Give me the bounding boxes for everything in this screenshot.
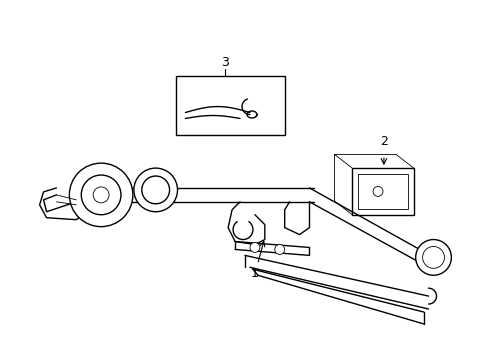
Circle shape xyxy=(249,243,259,252)
Circle shape xyxy=(415,239,450,275)
Circle shape xyxy=(142,176,169,204)
Bar xyxy=(351,168,413,215)
Text: 1: 1 xyxy=(250,242,264,280)
Circle shape xyxy=(93,187,109,203)
Text: 2: 2 xyxy=(379,135,387,148)
Circle shape xyxy=(134,168,177,212)
Bar xyxy=(175,76,284,135)
Circle shape xyxy=(274,244,284,255)
Text: 3: 3 xyxy=(221,56,228,69)
Bar xyxy=(357,174,407,209)
Circle shape xyxy=(81,175,121,215)
Circle shape xyxy=(422,247,444,268)
Circle shape xyxy=(372,186,382,196)
Circle shape xyxy=(69,163,133,227)
